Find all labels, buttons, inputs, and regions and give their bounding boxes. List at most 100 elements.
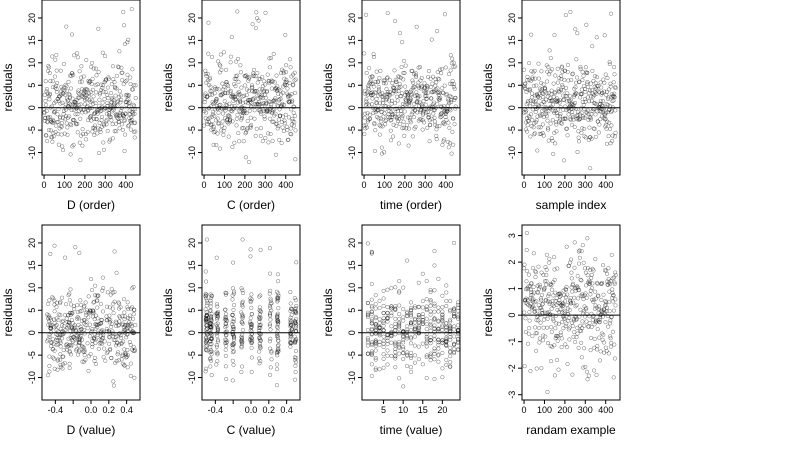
data-point <box>81 305 86 310</box>
data-point <box>90 308 95 313</box>
data-point <box>113 121 118 126</box>
data-point <box>436 353 441 358</box>
data-point <box>589 272 594 277</box>
data-point <box>234 59 239 64</box>
data-point <box>424 355 429 360</box>
data-point <box>291 123 296 128</box>
data-point <box>430 81 435 86</box>
data-point <box>530 292 535 297</box>
data-point <box>284 79 289 84</box>
data-point <box>129 305 135 310</box>
y-tick-label: 15 <box>27 35 37 45</box>
data-point <box>228 88 233 94</box>
data-point <box>393 285 398 290</box>
data-point <box>204 296 209 301</box>
data-point <box>416 357 421 362</box>
plot-frame <box>41 0 141 176</box>
data-point <box>596 304 602 309</box>
x-tick-label: -0.4 <box>48 405 64 415</box>
data-point <box>591 268 596 273</box>
data-point <box>568 296 573 301</box>
data-point <box>274 383 279 388</box>
data-point <box>608 344 614 349</box>
data-point <box>546 90 552 95</box>
plot-frame <box>201 0 301 176</box>
data-point <box>263 102 268 107</box>
data-point <box>599 103 604 108</box>
data-point <box>556 321 561 326</box>
data-point <box>223 314 228 320</box>
data-point <box>565 99 570 104</box>
data-point <box>203 68 208 73</box>
data-point <box>273 152 278 157</box>
data-point <box>67 350 72 355</box>
data-point <box>389 332 394 338</box>
data-point <box>52 309 57 314</box>
data-point <box>269 102 274 107</box>
data-point <box>114 324 119 329</box>
data-point <box>208 350 213 355</box>
data-point <box>608 81 613 86</box>
data-point <box>586 373 591 378</box>
data-point <box>405 313 410 318</box>
data-point <box>412 316 417 321</box>
data-point <box>94 293 99 298</box>
data-point <box>239 369 244 375</box>
data-point <box>435 29 440 34</box>
data-point <box>532 68 537 73</box>
data-point <box>234 116 239 121</box>
data-point <box>561 97 566 103</box>
data-point <box>215 321 220 326</box>
data-point <box>52 108 57 114</box>
data-point <box>552 91 557 96</box>
data-point <box>452 351 457 356</box>
data-point <box>435 70 440 75</box>
data-point <box>547 256 552 261</box>
data-point <box>408 365 414 370</box>
data-point <box>575 109 580 114</box>
data-point <box>529 95 534 100</box>
data-point <box>572 124 577 129</box>
data-point <box>400 102 406 107</box>
data-point <box>85 341 90 346</box>
data-point <box>239 116 244 121</box>
data-point <box>61 348 66 353</box>
data-point <box>598 349 603 354</box>
data-point <box>95 111 100 116</box>
data-point <box>413 73 418 78</box>
data-point <box>375 80 380 85</box>
data-point <box>369 331 374 336</box>
data-point <box>93 283 98 288</box>
data-point <box>436 352 441 357</box>
data-point <box>204 313 209 318</box>
data-point <box>564 94 569 99</box>
data-point <box>448 319 453 324</box>
data-point <box>104 111 109 116</box>
data-point <box>265 88 270 94</box>
data-point <box>130 67 135 72</box>
data-point <box>441 120 446 125</box>
y-tick-label: -5 <box>27 351 37 359</box>
data-point <box>373 327 378 332</box>
data-point <box>609 110 614 115</box>
data-point <box>551 81 556 86</box>
data-point <box>603 72 608 77</box>
data-point <box>530 297 535 302</box>
data-point <box>545 389 550 395</box>
data-point <box>214 255 219 260</box>
data-point <box>564 284 569 290</box>
data-point <box>393 356 398 361</box>
data-point <box>533 269 538 274</box>
scatter-points <box>203 237 299 388</box>
y-tick-label: 5 <box>347 83 357 88</box>
data-point <box>432 351 437 356</box>
data-point <box>271 108 276 113</box>
data-point <box>72 325 77 330</box>
data-point <box>122 317 127 322</box>
data-point <box>448 360 453 365</box>
data-point <box>117 49 122 54</box>
data-point <box>225 120 230 125</box>
data-point <box>441 139 446 144</box>
data-point <box>585 79 590 85</box>
